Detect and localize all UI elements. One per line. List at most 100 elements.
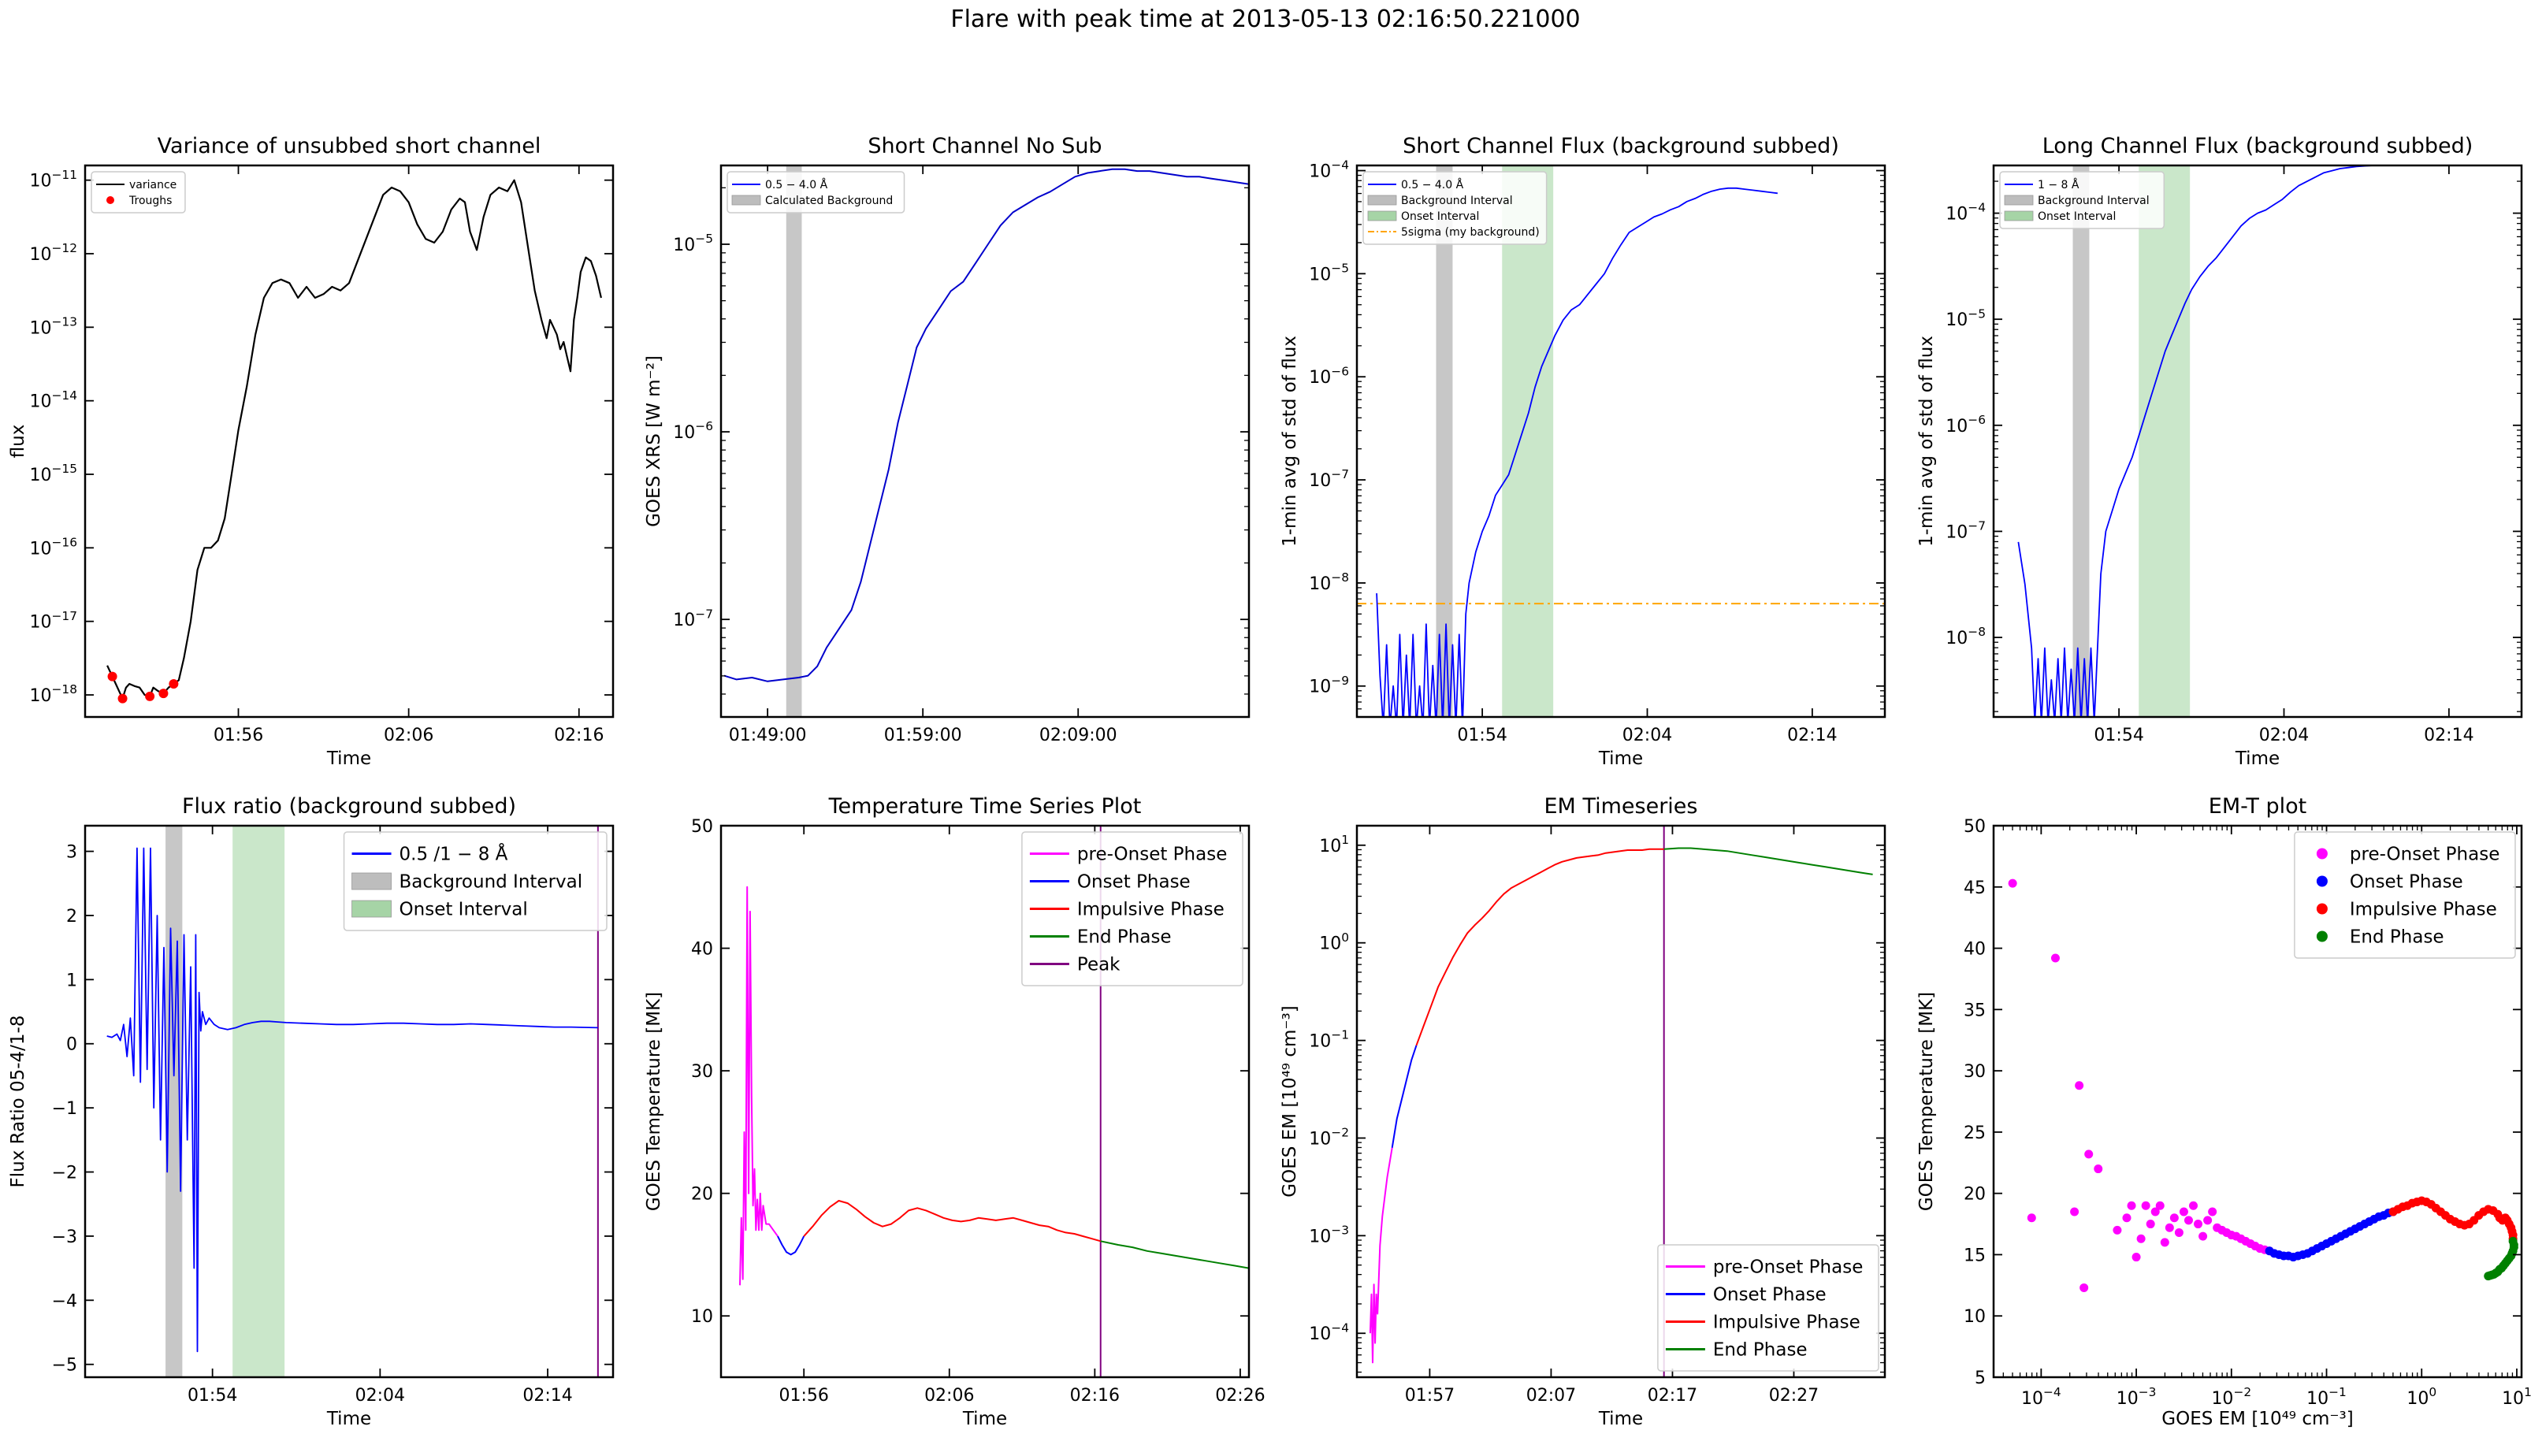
legend-label: 0.5 − 4.0 Å [765, 178, 828, 191]
y-tick-label: 10−3 [1309, 1223, 1349, 1246]
x-tick-label: 01:56 [779, 1386, 829, 1406]
subplot-title: EM-T plot [2209, 794, 2306, 819]
legend: 1 − 8 Å Background Interval Onset Interval [1999, 171, 2165, 229]
legend-label: variance [129, 179, 177, 191]
x-axis-label: Time [1598, 748, 1643, 769]
legend-label: Onset Phase [2350, 872, 2463, 893]
y-tick-label: 10−6 [1309, 364, 1349, 388]
point-0-4 [2075, 1081, 2084, 1090]
plot-area [106, 179, 602, 704]
point-0-6 [2084, 1150, 2094, 1159]
x-tick-label: 10−3 [2117, 1385, 2157, 1409]
figure-suptitle: Flare with peak time at 2013-05-13 02:16… [950, 6, 1580, 33]
point-0-8 [2113, 1225, 2122, 1235]
y-tick-label: 3 [66, 843, 77, 863]
subplot-title: EM Timeseries [1544, 794, 1698, 819]
subplot-p1: 01:56 02:06 02:16 10−18 10−17 10−16 10−15 10−14… [8, 134, 615, 769]
series-line-0 [1376, 187, 1778, 717]
point-1-0 [107, 671, 117, 682]
point-0-0 [2008, 878, 2017, 888]
y-tick-label: 50 [691, 817, 713, 837]
y-tick-label: 101 [1319, 833, 1349, 856]
legend-label: 5sigma (my background) [1401, 226, 1540, 239]
series-2 [2388, 1196, 2518, 1243]
legend-label: Peak [1077, 955, 1121, 975]
y-tick-label: 10−18 [30, 682, 77, 706]
subplot-p3: 01:54 02:04 02:14 10−9 10−8 10−7 10−6 10−5 10−4 S… [1280, 134, 1886, 769]
legend-label: pre-Onset Phase [1713, 1257, 1863, 1278]
subplots: 01:56 02:06 02:16 10−18 10−17 10−16 10−15 10−1 4… [8, 134, 2531, 1429]
axes-frame [719, 824, 1251, 1379]
subplot-p6: 01:56 02:06 02:16 02:26 10 20 30 40 50 Temperatur… [644, 794, 1266, 1429]
y-tick-label: −2 [52, 1164, 77, 1183]
y-tick-label: 10−16 [30, 535, 77, 559]
y-tick-label: 10 [691, 1307, 713, 1327]
legend-label: End Phase [2350, 927, 2444, 948]
x-tick-label: 01:54 [188, 1386, 237, 1406]
series-line-2 [803, 1200, 1101, 1242]
subplot-p5: 01:54 02:04 02:14 −5 −4 −3 −2 −1 0 1 2 3 Flux ratio … [8, 794, 615, 1429]
legend: pre-Onset Phase Onset Phase Impulsive Phas… [2294, 831, 2516, 959]
legend-label: pre-Onset Phase [2350, 845, 2499, 865]
y-tick-label: 10−7 [1309, 467, 1349, 491]
x-tick-label: 01:56 [214, 726, 263, 745]
y-tick-label: 10−17 [30, 609, 77, 633]
y-tick-label: 50 [1964, 817, 1986, 837]
y-tick-label: 1 [66, 971, 77, 990]
point-0-11 [2131, 1253, 2141, 1262]
subplot-p2: 01:49:00 01:59:00 02:09:00 10−7 10−6 10−5 Shor… [644, 134, 1251, 745]
series-line-3 [1100, 1240, 1249, 1269]
plot-area [2017, 165, 2406, 717]
axes-frame [84, 824, 615, 1379]
legend-box [343, 831, 608, 931]
series-line-2 [1415, 848, 1664, 1046]
y-axis-label: 1-min avg of std of flux [1280, 336, 1300, 547]
x-tick-label: 02:06 [384, 726, 433, 745]
y-tick-label: 10−4 [1309, 158, 1349, 182]
point-1-3 [158, 689, 169, 699]
x-tick-label: 02:09:00 [1039, 726, 1117, 745]
y-tick-label: 10−8 [1946, 625, 1986, 648]
y-axis-label: flux [8, 425, 28, 459]
legend-label: pre-Onset Phase [1077, 845, 1227, 865]
legend-label: Onset Phase [1077, 872, 1191, 893]
series-1 [2265, 1207, 2398, 1262]
y-axis-label: GOES Temperature [MK] [644, 992, 664, 1211]
series-line-0 [1369, 1147, 1393, 1364]
y-tick-label: 20 [1964, 1185, 1986, 1205]
x-tick-label: 01:54 [1457, 726, 1507, 745]
legend: 0.5 /1 − 8 Å Background Interval Onset Int… [343, 831, 608, 931]
x-tick-label: 02:06 [924, 1386, 974, 1406]
y-tick-label: 10−5 [1946, 306, 1986, 330]
subplot-p8: 10−4 10−3 10−2 10−1 100 101510152025303540455… [1916, 794, 2531, 1429]
legend-swatch-dot [2316, 848, 2328, 860]
x-tick-label: 02:17 [1648, 1386, 1697, 1406]
y-tick-label: 45 [1964, 878, 1986, 898]
point-3-17 [2484, 1272, 2493, 1281]
x-axis-label: Time [962, 1409, 1007, 1429]
x-axis-label: Time [2235, 748, 2280, 769]
point-0-24 [2194, 1220, 2203, 1229]
x-tick-label: 01:54 [2094, 726, 2143, 745]
x-tick-label: 02:16 [1070, 1386, 1120, 1406]
series-line-0 [723, 168, 1249, 682]
legend-label: Calculated Background [765, 195, 893, 207]
series-line-0 [2017, 165, 2406, 717]
point-0-27 [2208, 1207, 2217, 1216]
subplot-title: Flux ratio (background subbed) [182, 794, 516, 819]
x-axis-label: Time [326, 1409, 371, 1429]
y-tick-label: 10−2 [1309, 1126, 1349, 1150]
y-tick-label: −4 [52, 1291, 77, 1311]
legend-label: Onset Phase [1713, 1285, 1827, 1306]
point-1-4 [169, 679, 179, 689]
legend-swatch-patch [351, 872, 392, 890]
point-0-21 [2179, 1207, 2188, 1216]
y-tick-label: 10−12 [30, 241, 77, 265]
x-tick-label: 10−1 [2306, 1385, 2347, 1409]
y-axis-label: GOES EM [10⁴⁹ cm⁻³] [1280, 1005, 1300, 1197]
legend-label: Onset Interval [2038, 210, 2116, 223]
y-tick-label: 10−8 [1309, 570, 1349, 594]
y-tick-label: 10−15 [30, 462, 77, 485]
y-tick-label: 10−5 [1309, 261, 1349, 284]
